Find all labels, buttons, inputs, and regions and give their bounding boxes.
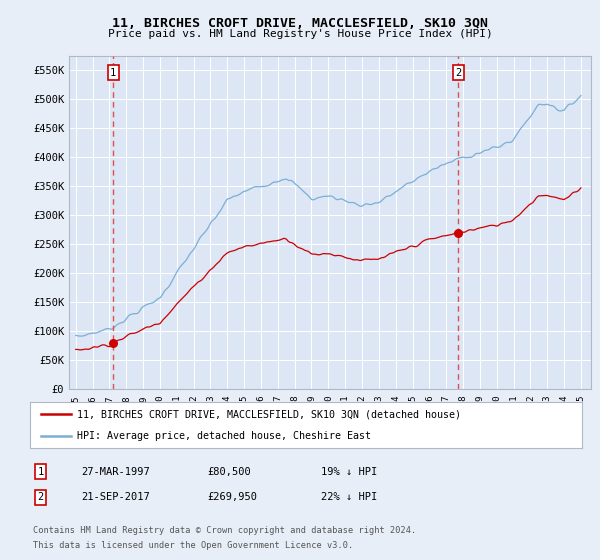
- Text: 11, BIRCHES CROFT DRIVE, MACCLESFIELD, SK10 3QN: 11, BIRCHES CROFT DRIVE, MACCLESFIELD, S…: [112, 17, 488, 30]
- Text: HPI: Average price, detached house, Cheshire East: HPI: Average price, detached house, Ches…: [77, 431, 371, 441]
- Text: 21-SEP-2017: 21-SEP-2017: [81, 492, 150, 502]
- Text: 1: 1: [110, 68, 116, 78]
- Text: £269,950: £269,950: [207, 492, 257, 502]
- Text: 22% ↓ HPI: 22% ↓ HPI: [321, 492, 377, 502]
- Text: Contains HM Land Registry data © Crown copyright and database right 2024.: Contains HM Land Registry data © Crown c…: [33, 526, 416, 535]
- Text: Price paid vs. HM Land Registry's House Price Index (HPI): Price paid vs. HM Land Registry's House …: [107, 29, 493, 39]
- Text: 1: 1: [38, 466, 44, 477]
- Text: 11, BIRCHES CROFT DRIVE, MACCLESFIELD, SK10 3QN (detached house): 11, BIRCHES CROFT DRIVE, MACCLESFIELD, S…: [77, 409, 461, 419]
- Text: 27-MAR-1997: 27-MAR-1997: [81, 466, 150, 477]
- Point: [109, 338, 118, 347]
- Point: [454, 228, 463, 237]
- Text: £80,500: £80,500: [207, 466, 251, 477]
- Text: 2: 2: [38, 492, 44, 502]
- Text: 2: 2: [455, 68, 461, 78]
- Text: This data is licensed under the Open Government Licence v3.0.: This data is licensed under the Open Gov…: [33, 541, 353, 550]
- Text: 19% ↓ HPI: 19% ↓ HPI: [321, 466, 377, 477]
